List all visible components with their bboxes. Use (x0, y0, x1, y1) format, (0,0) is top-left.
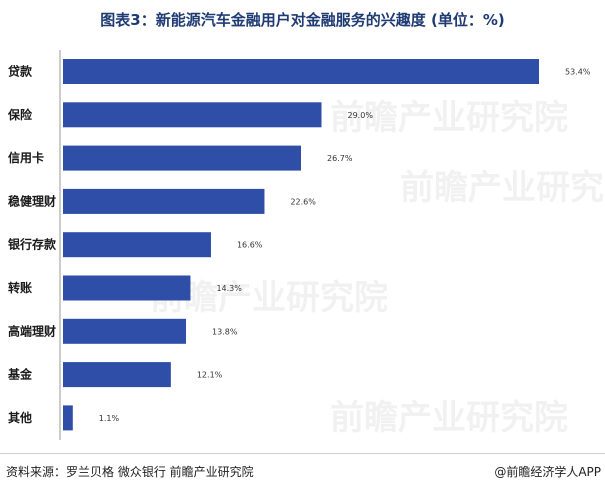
category-label: 高端理财 (8, 323, 56, 338)
category-label: 保险 (7, 107, 33, 122)
data-label: 29.0% (348, 111, 374, 120)
category-label: 信用卡 (8, 150, 44, 165)
category-label: 贷款 (8, 64, 33, 79)
source-note: 资料来源：罗兰贝格 微众银行 前瞻产业研究院 (6, 465, 254, 479)
bar (63, 145, 301, 171)
bar (63, 362, 171, 388)
chart-title: 图表3：新能源汽车金融用户对金融服务的兴趣度 (单位：%) (100, 11, 505, 29)
category-label: 转账 (8, 280, 32, 295)
data-label: 12.1% (197, 371, 223, 380)
credit-note: @前瞻经济学人APP (494, 465, 601, 479)
bar (63, 405, 73, 431)
bar (63, 59, 539, 84)
data-label: 16.6% (237, 241, 263, 250)
category-label: 稳健理财 (8, 193, 56, 208)
data-label: 13.8% (212, 327, 238, 336)
bar (63, 188, 265, 214)
data-label: 14.3% (216, 284, 242, 293)
data-label: 22.6% (290, 197, 316, 206)
bar (63, 275, 191, 301)
bar (63, 318, 187, 344)
category-label: 基金 (7, 367, 33, 382)
footer: 资料来源：罗兰贝格 微众银行 前瞻产业研究院 @前瞻经济学人APP (0, 453, 605, 489)
category-label: 其他 (8, 410, 32, 425)
category-label: 银行存款 (8, 237, 57, 252)
data-label: 53.4% (565, 68, 591, 77)
bar (63, 102, 322, 128)
data-label: 1.1% (99, 414, 120, 423)
bar (63, 232, 211, 258)
data-label: 26.7% (327, 154, 353, 163)
